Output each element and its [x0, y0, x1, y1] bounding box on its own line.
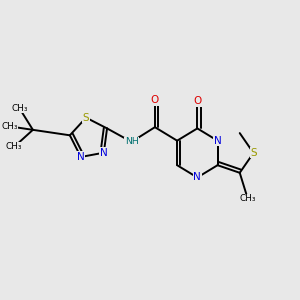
Text: N: N: [100, 148, 108, 158]
Text: CH₃: CH₃: [11, 103, 28, 112]
Text: O: O: [193, 96, 202, 106]
Text: S: S: [250, 148, 257, 158]
Text: S: S: [83, 113, 89, 123]
Text: O: O: [151, 95, 159, 105]
Text: CH₃: CH₃: [2, 122, 18, 131]
Text: CH₃: CH₃: [6, 142, 22, 152]
Text: N: N: [194, 172, 201, 182]
Text: N: N: [77, 152, 85, 162]
Text: N: N: [214, 136, 221, 146]
Text: NH: NH: [125, 137, 138, 146]
Text: CH₃: CH₃: [239, 194, 256, 203]
